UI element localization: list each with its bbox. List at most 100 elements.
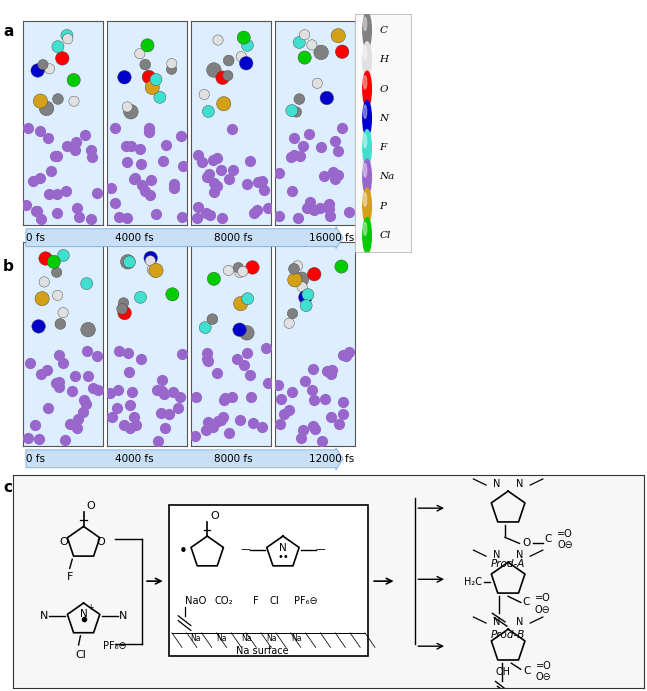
Text: 0 fs: 0 fs bbox=[27, 454, 45, 464]
Point bbox=[293, 212, 303, 223]
Point bbox=[144, 71, 154, 82]
Point bbox=[297, 281, 307, 292]
Point bbox=[302, 203, 312, 214]
Point bbox=[223, 265, 234, 276]
Point bbox=[341, 351, 351, 362]
Point bbox=[338, 396, 348, 407]
Point bbox=[294, 37, 305, 48]
Point bbox=[287, 105, 297, 116]
Point bbox=[126, 140, 137, 151]
Text: Na: Na bbox=[191, 634, 201, 643]
Point bbox=[31, 205, 41, 216]
Point bbox=[46, 165, 56, 176]
Point bbox=[177, 348, 187, 359]
Point bbox=[144, 122, 155, 133]
Point bbox=[324, 198, 334, 209]
Point bbox=[52, 151, 62, 162]
Point bbox=[105, 182, 116, 193]
Point bbox=[242, 328, 252, 339]
Text: —: — bbox=[240, 545, 250, 554]
Text: N: N bbox=[516, 480, 523, 489]
Point bbox=[223, 55, 234, 66]
Point bbox=[292, 261, 303, 272]
Text: C: C bbox=[523, 665, 531, 676]
Point bbox=[140, 59, 150, 70]
Point bbox=[274, 211, 284, 222]
Point bbox=[145, 189, 155, 200]
Text: b: b bbox=[3, 259, 14, 274]
Point bbox=[336, 122, 347, 133]
Point bbox=[310, 423, 320, 434]
Point bbox=[127, 387, 137, 398]
Point bbox=[273, 379, 283, 390]
Point bbox=[253, 177, 263, 188]
Point bbox=[61, 30, 72, 41]
Point bbox=[301, 300, 311, 311]
Point bbox=[120, 307, 130, 319]
Point bbox=[237, 266, 248, 277]
Point bbox=[296, 432, 306, 443]
Point bbox=[87, 151, 97, 162]
Text: N: N bbox=[516, 551, 523, 560]
Point bbox=[233, 262, 243, 273]
Point bbox=[305, 196, 315, 207]
Text: 8000 fs: 8000 fs bbox=[214, 233, 252, 243]
Point bbox=[67, 386, 77, 397]
Point bbox=[203, 417, 214, 428]
Text: O⊖: O⊖ bbox=[557, 540, 573, 550]
Bar bbox=[170, 505, 368, 656]
Point bbox=[316, 142, 327, 153]
Text: 4000 fs: 4000 fs bbox=[115, 233, 154, 243]
Point bbox=[252, 205, 262, 216]
Text: Cl: Cl bbox=[380, 231, 391, 240]
Text: C: C bbox=[380, 26, 388, 35]
Point bbox=[169, 182, 179, 193]
Point bbox=[147, 264, 157, 275]
Point bbox=[152, 385, 162, 396]
Point bbox=[291, 106, 302, 117]
Text: Na: Na bbox=[216, 634, 226, 643]
Point bbox=[220, 393, 230, 404]
Point bbox=[82, 370, 93, 381]
Point bbox=[322, 366, 333, 377]
Point bbox=[307, 385, 317, 396]
Text: O⊖: O⊖ bbox=[536, 672, 552, 681]
Text: a: a bbox=[3, 24, 14, 39]
Point bbox=[309, 394, 320, 405]
Point bbox=[232, 353, 243, 364]
Point bbox=[236, 298, 246, 309]
Point bbox=[322, 93, 332, 104]
Point bbox=[177, 212, 187, 223]
Point bbox=[85, 144, 96, 155]
Text: =O: =O bbox=[557, 529, 573, 539]
Point bbox=[294, 93, 305, 104]
Point bbox=[259, 184, 269, 195]
Point bbox=[167, 289, 177, 300]
Point bbox=[307, 420, 318, 431]
Point bbox=[296, 274, 307, 285]
Point bbox=[126, 106, 136, 117]
Point bbox=[338, 350, 349, 361]
Point bbox=[62, 141, 72, 152]
Point bbox=[202, 354, 212, 365]
Point bbox=[199, 89, 210, 100]
Text: O⊖: O⊖ bbox=[534, 605, 551, 615]
Point bbox=[224, 173, 234, 184]
Point bbox=[122, 156, 132, 167]
Circle shape bbox=[364, 223, 367, 236]
Point bbox=[74, 211, 84, 223]
Point bbox=[161, 140, 171, 151]
Text: O: O bbox=[210, 511, 219, 521]
Point bbox=[118, 297, 129, 308]
Point bbox=[274, 167, 284, 178]
Point bbox=[71, 137, 82, 148]
Point bbox=[50, 377, 61, 388]
Point bbox=[157, 155, 168, 166]
Point bbox=[137, 179, 147, 190]
Text: +: + bbox=[87, 603, 93, 612]
Point bbox=[23, 122, 33, 133]
Point bbox=[309, 269, 320, 280]
Point bbox=[175, 392, 186, 403]
Point bbox=[334, 418, 344, 429]
Point bbox=[129, 412, 139, 423]
